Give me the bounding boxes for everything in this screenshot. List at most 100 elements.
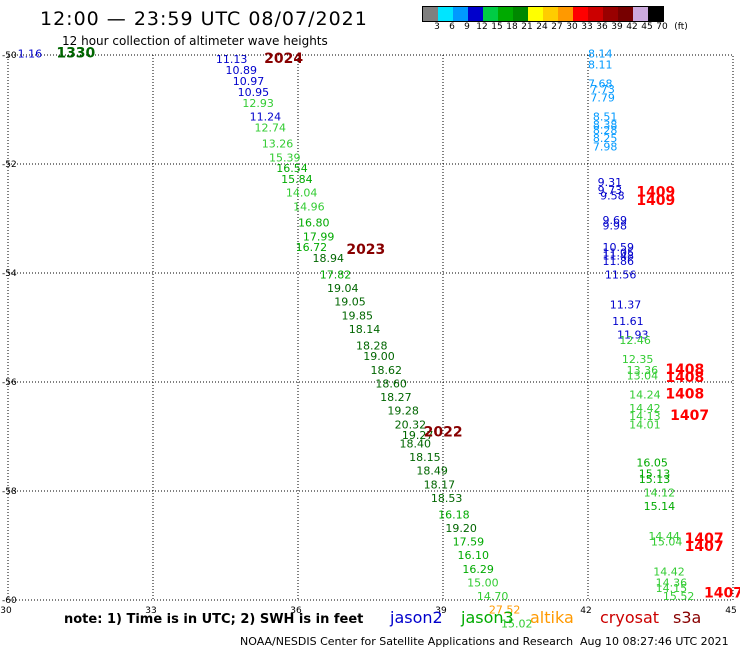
swh-value: 15.39 xyxy=(269,151,301,164)
swh-value: 13.26 xyxy=(262,138,294,151)
swh-value: 11.05 xyxy=(603,247,635,260)
swh-value: 1.16 xyxy=(18,48,42,61)
swh-value: 18.40 xyxy=(400,437,432,450)
colorbar-swatch xyxy=(573,7,588,21)
swh-value: 19.20 xyxy=(445,522,477,535)
swh-value: 14.13 xyxy=(629,410,661,423)
swh-value: 12.35 xyxy=(622,353,654,366)
colorbar-swatch xyxy=(498,7,513,21)
note: note: 1) Time is in UTC; 2) SWH is in fe… xyxy=(64,612,364,627)
colorbar-swatch xyxy=(618,7,633,21)
swh-value: 7.73 xyxy=(590,83,615,96)
swh-value: 14.42 xyxy=(653,565,685,578)
swh-value: 18.53 xyxy=(431,492,463,505)
footer-org: NOAA/NESDIS Center for Satellite Applica… xyxy=(240,635,574,648)
swh-value: 11.86 xyxy=(603,255,635,268)
swh-value: 14.12 xyxy=(644,486,676,499)
swh-value: 9.58 xyxy=(600,189,625,202)
colorbar-tick-label: 45 xyxy=(641,22,653,32)
colorbar-tick-label: 12 xyxy=(476,22,488,32)
swh-value: 18.14 xyxy=(349,323,381,336)
pass-label: 1408 xyxy=(665,362,704,378)
pass-label: 1407 xyxy=(685,539,724,555)
swh-value: 11.13 xyxy=(216,53,248,66)
swh-value: 18.94 xyxy=(313,252,345,265)
swh-value: 15.84 xyxy=(281,173,313,186)
swh-value: 27.52 xyxy=(489,604,520,617)
swh-value: 17.82 xyxy=(320,268,352,281)
colorbar-tick-label: 39 xyxy=(611,22,623,32)
legend-altika: altika xyxy=(530,608,574,627)
colorbar-swatch xyxy=(423,7,438,21)
swh-value: 11.61 xyxy=(612,315,644,328)
swh-value: 18.27 xyxy=(380,391,412,404)
swh-value: 10.89 xyxy=(226,64,258,77)
swh-value: 15.04 xyxy=(651,536,683,549)
swh-value: 10.59 xyxy=(603,241,635,254)
swh-value: 18.15 xyxy=(409,451,441,464)
x-tick-label: 45 xyxy=(725,606,736,616)
swh-value: 16.18 xyxy=(438,508,470,521)
swh-value: 14.42 xyxy=(629,402,661,415)
swh-value: 11.56 xyxy=(605,268,637,281)
colorbar-tick-label: 70 xyxy=(656,22,668,32)
colorbar-swatch xyxy=(528,7,543,21)
legend-jason3: jason3 xyxy=(461,608,514,627)
pass-label: 2024 xyxy=(264,51,303,67)
swh-value: 11.93 xyxy=(617,328,649,341)
pass-label: 1409 xyxy=(636,185,675,201)
swh-value: 7.98 xyxy=(593,140,618,153)
swh-value: 17.59 xyxy=(453,536,485,549)
swh-value: 16.29 xyxy=(462,563,494,576)
swh-value: 13.36 xyxy=(627,364,659,377)
swh-value: 17.99 xyxy=(303,230,335,243)
title: 12:00 — 23:59 UTC 08/07/2021 xyxy=(40,8,368,30)
x-tick-label: 36 xyxy=(290,606,302,616)
y-tick-label: -56 xyxy=(2,378,17,388)
swh-value: 10.95 xyxy=(238,86,269,99)
colorbar-tick-label: 33 xyxy=(581,22,593,32)
swh-value: 15.00 xyxy=(467,576,499,589)
swh-value: 7.68 xyxy=(588,78,613,91)
x-tick-label: 39 xyxy=(435,606,447,616)
map-frame xyxy=(7,54,734,601)
colorbar-tick-label: 9 xyxy=(464,22,470,32)
swh-value: 19.04 xyxy=(327,282,359,295)
swh-value: 12.46 xyxy=(619,334,651,347)
legend-jason2: jason2 xyxy=(390,608,443,627)
y-tick-label: -58 xyxy=(2,487,17,497)
swh-value: 15.02 xyxy=(501,617,533,630)
swh-value: 11.48 xyxy=(603,249,635,262)
colorbar-tick-label: 21 xyxy=(521,22,533,32)
swh-value: 14.04 xyxy=(286,187,318,200)
swh-value: 8.28 xyxy=(593,124,618,137)
colorbar-swatch xyxy=(438,7,453,21)
colorbar-swatch xyxy=(588,7,603,21)
x-tick-label: 30 xyxy=(0,606,12,616)
swh-value: 16.72 xyxy=(296,241,328,254)
swh-value: 16.05 xyxy=(636,456,668,469)
colorbar-swatch xyxy=(543,7,558,21)
swh-value: 18.62 xyxy=(371,364,403,377)
colorbar-tick-label: 30 xyxy=(566,22,578,32)
swh-value: 14.15 xyxy=(656,582,688,595)
colorbar-tick-label: 3 xyxy=(434,22,440,32)
swh-value: 16.80 xyxy=(298,217,330,230)
colorbar-swatch xyxy=(633,7,648,21)
swh-value: 9.31 xyxy=(598,176,623,189)
x-tick-label: 33 xyxy=(145,606,156,616)
pass-label: 2022 xyxy=(424,425,463,441)
colorbar-swatch xyxy=(558,7,573,21)
y-tick-label: -50 xyxy=(2,51,17,61)
swh-value: 13.04 xyxy=(627,369,659,382)
swh-value: 12.74 xyxy=(255,121,287,134)
colorbar-tick-label: 27 xyxy=(551,22,563,32)
swh-value: 18.49 xyxy=(416,465,448,478)
colorbar-swatch xyxy=(468,7,483,21)
swh-value: 7.79 xyxy=(590,91,615,104)
legend-cryosat: cryosat xyxy=(600,608,660,627)
swh-value: 19.00 xyxy=(363,350,395,363)
pass-label: 2023 xyxy=(346,242,385,258)
swh-value: 8.38 xyxy=(593,119,618,132)
